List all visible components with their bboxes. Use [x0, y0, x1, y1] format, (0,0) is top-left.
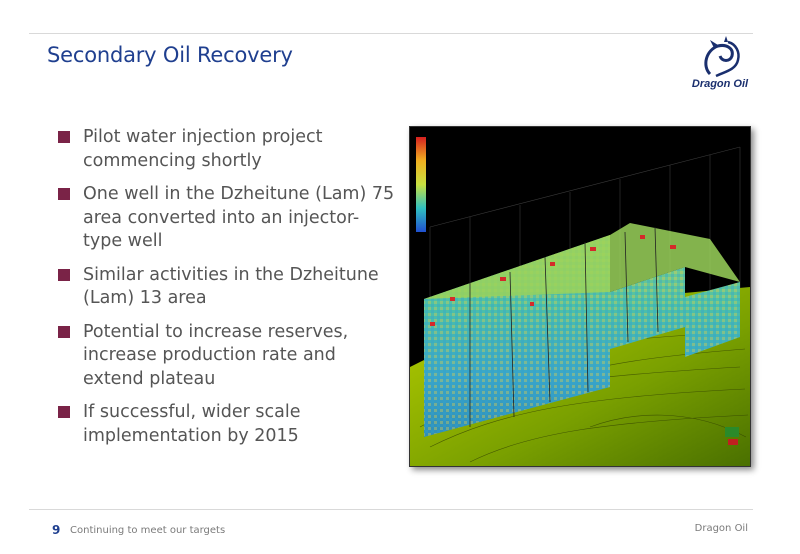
bullet-marker	[58, 406, 70, 418]
bullet-marker	[58, 268, 70, 281]
bullet-item: One well in the Dzheitune (Lam) 75 area …	[58, 183, 398, 254]
bullet-text: If successful, wider scale implementatio…	[83, 402, 301, 446]
dragon-oil-logo: Dragon Oil	[680, 36, 760, 96]
bullet-list: Pilot water injection project commencing…	[58, 126, 398, 458]
reservoir-3d-illustration	[410, 127, 750, 466]
bullet-text: Pilot water injection project commencing…	[83, 127, 323, 171]
bullet-item: Similar activities in the Dzheitune (Lam…	[58, 264, 398, 311]
bullet-item: Pilot water injection project commencing…	[58, 126, 398, 173]
bullet-marker	[58, 131, 70, 143]
page-number: 9	[52, 523, 61, 537]
logo-text: Dragon Oil	[691, 78, 749, 90]
bullet-item: If successful, wider scale implementatio…	[58, 401, 398, 448]
bullet-text: Similar activities in the Dzheitune (Lam…	[83, 264, 379, 309]
bullet-item: Potential to increase reserves, increase…	[58, 321, 398, 392]
bullet-marker	[58, 325, 70, 338]
footer-tagline: Continuing to meet our targets	[70, 525, 226, 536]
footer-brand: Dragon Oil	[694, 523, 748, 534]
dragon-icon	[704, 36, 740, 78]
slide-title: Secondary Oil Recovery	[47, 43, 293, 67]
header-divider	[29, 33, 753, 34]
bullet-marker	[58, 188, 70, 200]
reservoir-model-image	[409, 126, 751, 467]
bullet-text: One well in the Dzheitune (Lam) 75 area …	[83, 184, 395, 251]
footer-divider	[29, 509, 753, 510]
bullet-text: Potential to increase reserves, increase…	[83, 321, 349, 389]
